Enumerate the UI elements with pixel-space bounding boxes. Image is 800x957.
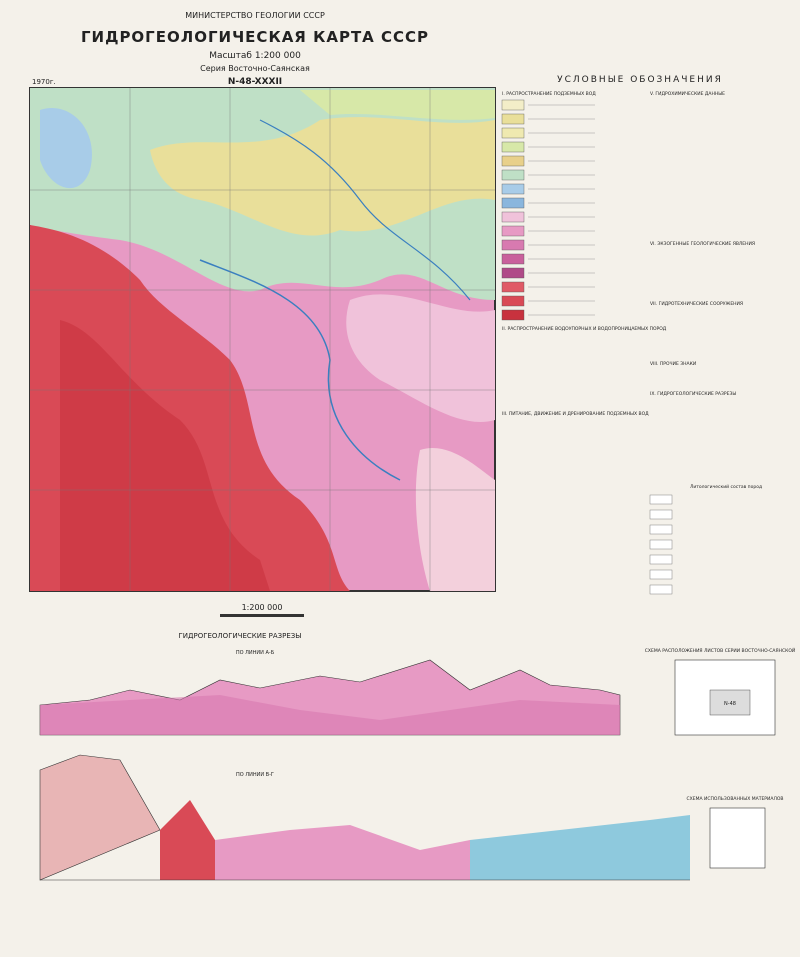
sheet-label: N-48 bbox=[724, 701, 736, 707]
legend-section: VI. ЭКЗОГЕННЫЕ ГЕОЛОГИЧЕСКИЕ ЯВЛЕНИЯ bbox=[650, 241, 755, 247]
sections-title: ГИДРОГЕОЛОГИЧЕСКИЕ РАЗРЕЗЫ bbox=[179, 632, 302, 640]
year: 1970г. bbox=[32, 78, 56, 86]
legend-swatches bbox=[501, 99, 525, 321]
legend-section: VIII. ПРОЧИЕ ЗНАКИ bbox=[650, 361, 696, 367]
legend-section: V. ГИДРОХИМИЧЕСКИЕ ДАННЫЕ bbox=[650, 91, 725, 97]
series: Серия Восточно-Саянская bbox=[200, 64, 310, 73]
scheme-title: СХЕМА РАСПОЛОЖЕНИЯ ЛИСТОВ СЕРИИ ВОСТОЧНО… bbox=[645, 647, 795, 654]
sheet-cell bbox=[709, 689, 751, 716]
legend-section: III. ПИТАНИЕ, ДВИЖЕНИЕ И ДРЕНИРОВАНИЕ ПО… bbox=[502, 411, 649, 417]
ministry: МИНИСТЕРСТВО ГЕОЛОГИИ СССР bbox=[185, 11, 325, 20]
sheet: N-48-XXXII bbox=[228, 77, 282, 87]
legend-section: IX. ГИДРОГЕОЛОГИЧЕСКИЕ РАЗРЕЗЫ bbox=[650, 391, 736, 397]
title: ГИДРОГЕОЛОГИЧЕСКАЯ КАРТА СССР bbox=[81, 28, 429, 46]
legend-title: УСЛОВНЫЕ ОБОЗНАЧЕНИЯ bbox=[557, 75, 723, 85]
map-scale: 1:200 000 bbox=[242, 603, 283, 612]
scale: Масштаб 1:200 000 bbox=[209, 51, 301, 61]
legend-text-lines bbox=[528, 104, 595, 316]
legend-section: II. РАСПРОСТРАНЕНИЕ ВОДОУПОРНЫХ И ВОДОПР… bbox=[502, 326, 667, 332]
legend-section: I. РАСПРОСТРАНЕНИЕ ПОДЗЕМНЫХ ВОД bbox=[502, 91, 596, 97]
map bbox=[29, 87, 496, 592]
scheme-title: СХЕМА ИСПОЛЬЗОВАННЫХ МАТЕРИАЛОВ bbox=[687, 796, 784, 802]
section-line: ПО ЛИНИИ А-Б bbox=[236, 650, 275, 656]
lithology-swatches bbox=[649, 494, 673, 595]
section-vg bbox=[39, 754, 690, 881]
section-ab bbox=[39, 659, 621, 736]
legend-section: VII. ГИДРОТЕХНИЧЕСКИЕ СООРУЖЕНИЯ bbox=[650, 301, 743, 307]
lithology-title: Литологический состав пород bbox=[690, 483, 762, 490]
scale-bar bbox=[220, 614, 304, 617]
materials-scheme bbox=[709, 807, 766, 869]
section-line: ПО ЛИНИИ В-Г bbox=[236, 772, 274, 778]
